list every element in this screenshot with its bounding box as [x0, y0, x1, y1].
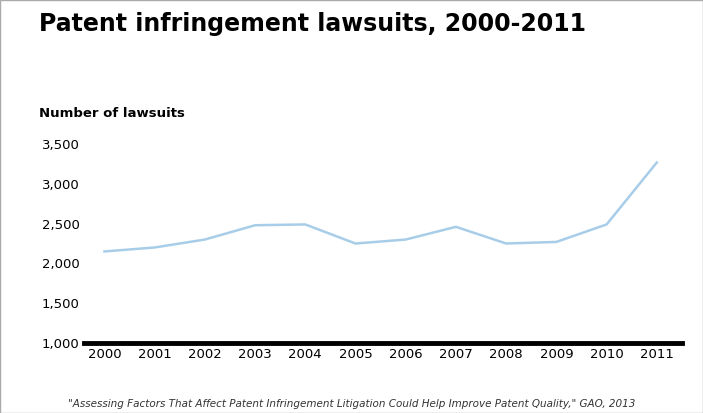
Text: Patent infringement lawsuits, 2000-2011: Patent infringement lawsuits, 2000-2011 — [39, 12, 586, 36]
Text: Number of lawsuits: Number of lawsuits — [39, 107, 185, 120]
Text: "Assessing Factors That Affect Patent Infringement Litigation Could Help Improve: "Assessing Factors That Affect Patent In… — [67, 399, 636, 409]
